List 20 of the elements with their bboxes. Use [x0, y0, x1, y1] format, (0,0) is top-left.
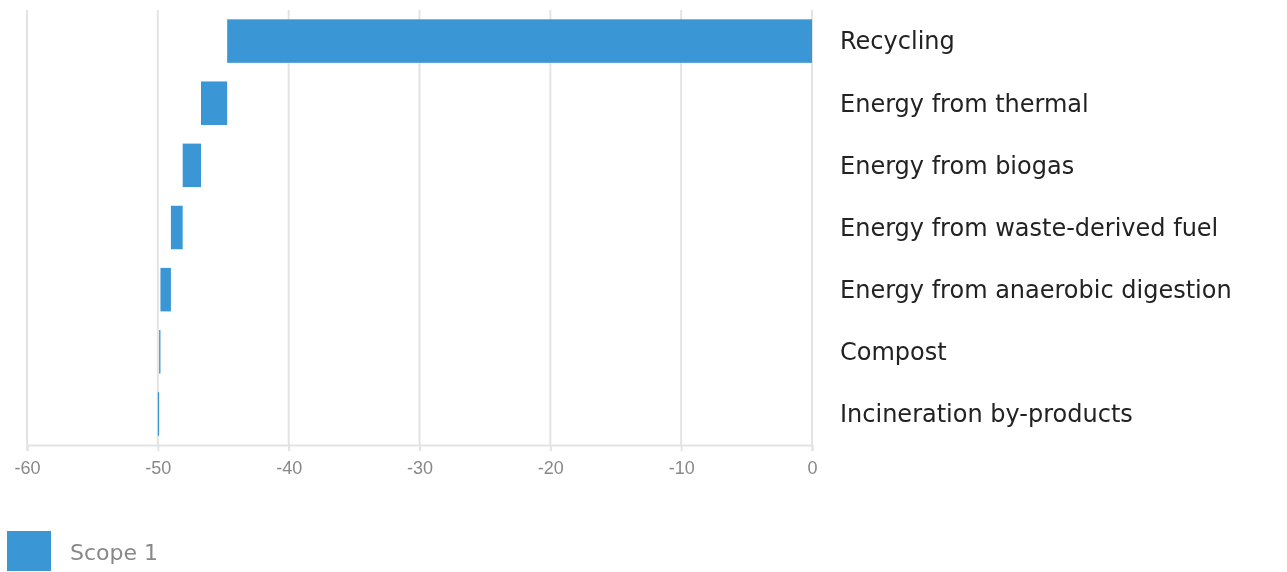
bar: [201, 81, 228, 125]
y-tick-label: Compost: [840, 338, 947, 367]
y-tick-label: Energy from biogas: [840, 151, 1075, 180]
x-tick-label: -30: [406, 457, 434, 478]
bar: [170, 205, 183, 250]
x-tick-label: -10: [668, 457, 695, 478]
x-tick-label: -20: [537, 457, 564, 478]
y-tick-label: Energy from anaerobic digestion: [840, 276, 1232, 305]
bar: [160, 267, 171, 312]
y-tick-label: Recycling: [840, 27, 955, 56]
x-tick-label: 0: [807, 457, 818, 478]
x-tick-label: -50: [145, 457, 172, 478]
bar: [182, 143, 202, 188]
x-tick-label: -40: [276, 457, 303, 478]
bar: [227, 19, 812, 63]
x-tick-label: -60: [14, 457, 41, 478]
y-tick-label: Incineration by-products: [840, 400, 1133, 429]
y-tick-label: Energy from waste-derived fuel: [840, 213, 1219, 242]
y-tick-label: Energy from thermal: [840, 89, 1089, 118]
legend-label: Scope 1: [70, 539, 159, 565]
